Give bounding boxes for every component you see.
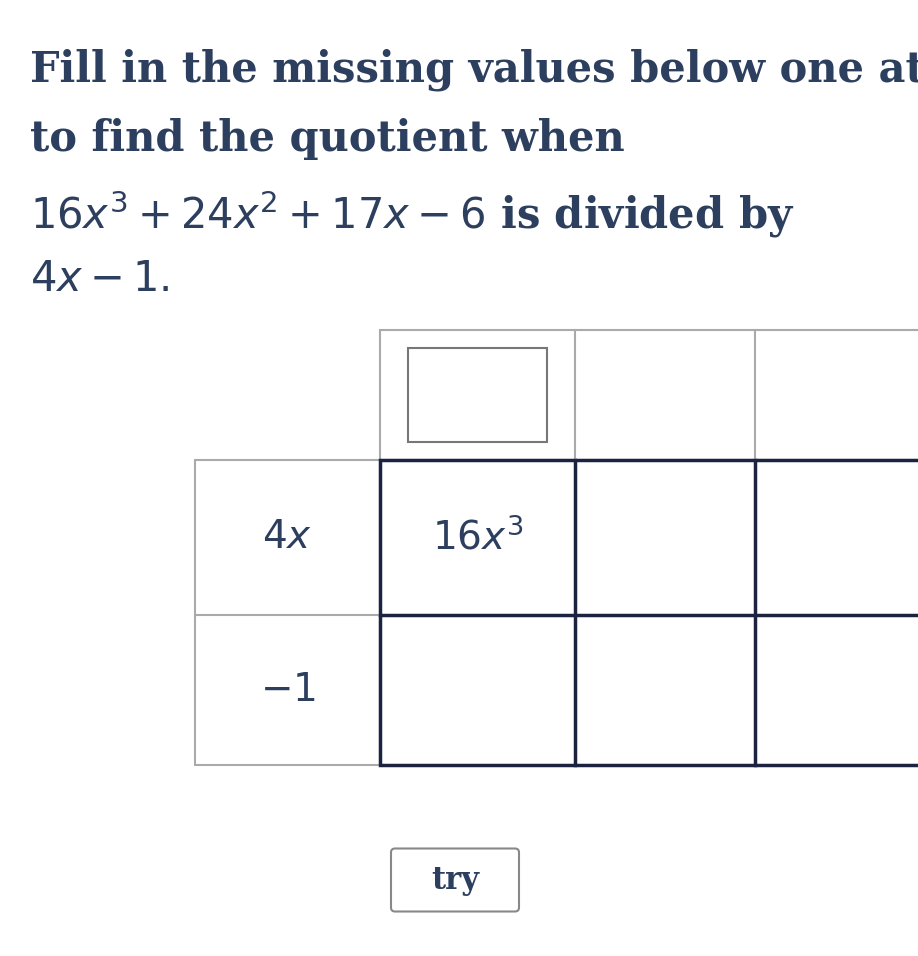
Text: to find the quotient when: to find the quotient when [30, 118, 625, 160]
Bar [195, 460, 380, 765]
Text: $4x - 1.$: $4x - 1.$ [30, 258, 170, 300]
Bar [380, 330, 918, 460]
Text: $16x^3$: $16x^3$ [431, 517, 523, 557]
FancyBboxPatch shape [391, 849, 519, 911]
Text: $4x$: $4x$ [263, 518, 312, 556]
Text: $-1$: $-1$ [260, 671, 316, 709]
Bar [380, 460, 918, 765]
Text: Fill in the missing values below one at a time: Fill in the missing values below one at … [30, 48, 918, 91]
Bar [408, 348, 547, 442]
Text: $16x^3 + 24x^2 + 17x - 6$ is divided by: $16x^3 + 24x^2 + 17x - 6$ is divided by [30, 188, 794, 240]
Text: try: try [431, 864, 479, 896]
